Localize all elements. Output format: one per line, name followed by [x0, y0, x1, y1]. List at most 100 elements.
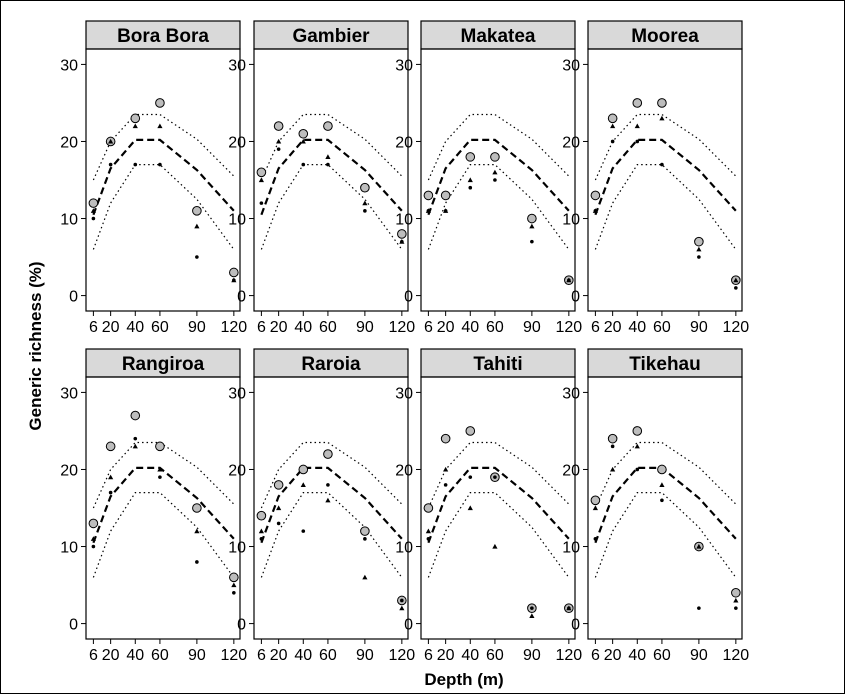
y-tick-label: 10 — [562, 212, 580, 229]
dot-point — [276, 521, 281, 526]
lower-bound-curve — [92, 164, 235, 250]
circle-point — [155, 98, 165, 108]
x-tick-label: 60 — [486, 647, 504, 664]
circle-point — [423, 503, 434, 513]
triangle-point — [90, 208, 96, 213]
circle-point — [607, 113, 618, 124]
panel-strip — [587, 20, 743, 50]
panel-border — [85, 48, 241, 312]
upper-bound-curve — [92, 113, 235, 181]
triangle-point — [443, 466, 449, 472]
triangle-point — [492, 543, 498, 549]
y-tick-label: 30 — [562, 57, 580, 74]
y-tick-label: 10 — [60, 540, 78, 557]
mean-curve — [594, 138, 737, 216]
triangle-point — [157, 123, 163, 129]
x-tick-label: 40 — [461, 319, 479, 336]
triangle-point — [696, 246, 702, 252]
dot-point — [530, 239, 534, 244]
x-tick-label: 6 — [591, 647, 600, 664]
triangle-point — [610, 466, 616, 472]
dot-point — [301, 529, 306, 533]
x-tick-label: 120 — [220, 319, 247, 336]
triangle-point — [592, 505, 598, 511]
dot-point — [108, 490, 113, 495]
circle-point — [440, 190, 451, 201]
y-tick-label: 30 — [395, 57, 413, 74]
y-tick-label: 0 — [571, 289, 580, 306]
x-tick-label: 60 — [653, 647, 671, 664]
dot-point — [734, 286, 738, 290]
triangle-point — [132, 123, 138, 129]
x-tick-label: 6 — [257, 319, 266, 336]
dot-point — [443, 209, 448, 213]
triangle-point — [231, 582, 237, 588]
dot-point — [259, 201, 264, 205]
upper-bound-curve — [427, 113, 570, 181]
mean-curve — [92, 466, 235, 544]
circle-point — [590, 495, 601, 506]
x-tick-label: 120 — [722, 647, 749, 664]
triangle-point — [634, 123, 640, 129]
x-tick-label: 6 — [424, 319, 433, 336]
panel-title: Tahiti — [473, 354, 522, 375]
circle-point — [229, 267, 239, 278]
dot-point — [468, 475, 473, 479]
y-tick-label: 20 — [228, 462, 246, 479]
mean-curve — [427, 466, 570, 544]
circle-point — [298, 464, 309, 475]
panel-strip — [587, 348, 743, 378]
x-tick-label: 6 — [89, 647, 98, 664]
x-tick-label: 60 — [486, 319, 504, 336]
dot-point — [232, 278, 236, 282]
dot-point — [593, 209, 598, 213]
circle-point — [298, 128, 309, 139]
circle-point — [229, 572, 239, 583]
dot-point — [660, 162, 664, 167]
x-tick-label: 90 — [690, 319, 708, 336]
triangle-point — [300, 138, 306, 144]
x-tick-label: 20 — [270, 647, 288, 664]
y-tick-label: 20 — [60, 462, 78, 479]
triangle-point — [696, 543, 702, 549]
y-tick-label: 30 — [395, 385, 413, 402]
x-tick-label: 90 — [523, 647, 541, 664]
dot-point — [133, 436, 138, 441]
y-tick-label: 0 — [404, 617, 413, 634]
dot-point — [660, 498, 664, 503]
y-tick-label: 20 — [395, 134, 413, 151]
dot-point — [108, 162, 113, 167]
circle-point — [192, 503, 202, 513]
x-tick-label: 40 — [461, 647, 479, 664]
y-tick-label: 20 — [562, 462, 580, 479]
x-tick-label: 120 — [220, 647, 247, 664]
y-tick-label: 0 — [237, 289, 246, 306]
dot-point — [697, 606, 701, 610]
x-tick-label: 60 — [151, 319, 169, 336]
panel-strip — [85, 348, 241, 378]
x-tick-label: 20 — [270, 319, 288, 336]
triangle-point — [276, 505, 282, 511]
triangle-point — [425, 528, 431, 534]
circle-point — [465, 152, 476, 162]
panel-border — [253, 376, 409, 640]
triangle-point — [90, 536, 96, 541]
dot-point — [133, 162, 138, 167]
x-tick-label: 6 — [591, 319, 600, 336]
upper-bound-curve — [260, 113, 403, 181]
dot-point — [91, 544, 96, 549]
triangle-point — [108, 474, 114, 480]
y-tick-label: 0 — [404, 289, 413, 306]
dot-point — [326, 162, 330, 167]
lower-bound-curve — [260, 492, 403, 578]
triangle-point — [467, 177, 473, 183]
triangle-point — [733, 277, 739, 283]
panel-title: Raroia — [301, 354, 361, 375]
circle-point — [88, 518, 99, 529]
upper-bound-curve — [260, 441, 403, 509]
